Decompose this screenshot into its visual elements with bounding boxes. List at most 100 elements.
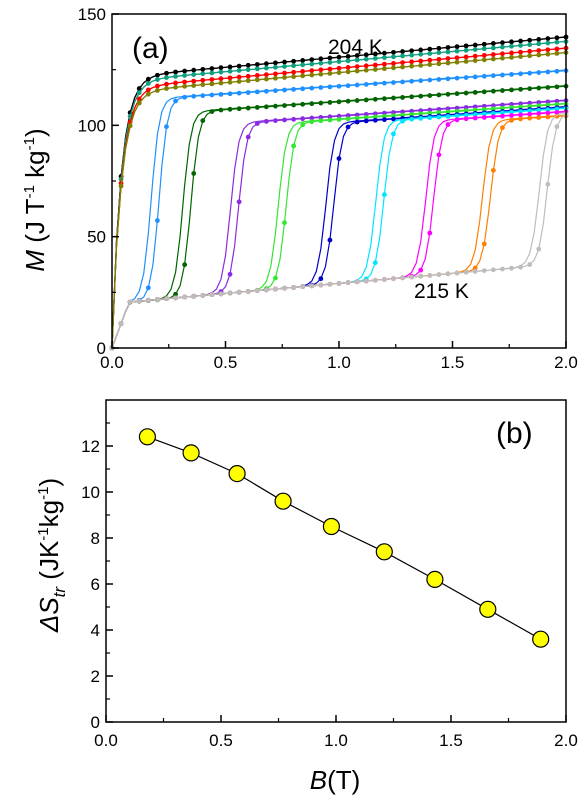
magnetization-curves bbox=[109, 34, 569, 351]
y-axis-subscript: tr bbox=[50, 586, 69, 598]
magnetization-point bbox=[282, 220, 287, 226]
magnetization-point bbox=[173, 291, 178, 297]
magnetization-point bbox=[418, 267, 424, 273]
magnetization-point bbox=[145, 285, 151, 291]
magnetization-curve-5-down bbox=[111, 85, 567, 349]
entropy-point bbox=[138, 428, 156, 446]
x-axis-symbol: B bbox=[310, 765, 327, 795]
entropy-point bbox=[426, 570, 444, 589]
magnetization-curve-5-up bbox=[111, 85, 567, 349]
y-tick-label: 0 bbox=[97, 339, 106, 358]
entropy-point bbox=[182, 444, 200, 462]
magnetization-point bbox=[327, 237, 333, 243]
y-tick-label: 2 bbox=[91, 667, 100, 686]
x-tick-label: 1.5 bbox=[441, 353, 465, 372]
y-axis-prefix: ΔS bbox=[34, 597, 64, 633]
x-tick-label: 1.5 bbox=[439, 731, 463, 750]
magnetization-point bbox=[436, 152, 442, 158]
entropy-point bbox=[532, 630, 550, 648]
magnetization-point bbox=[227, 271, 233, 277]
y-axis-unit-open: (JK bbox=[34, 540, 64, 587]
y-tick-label: 4 bbox=[91, 621, 100, 640]
magnetization-point bbox=[300, 122, 306, 128]
x-tick-label: 2.0 bbox=[554, 731, 578, 750]
x-axis-unit: (T) bbox=[327, 765, 360, 795]
x-tick-label: 0.0 bbox=[100, 353, 124, 372]
x-tick-label: 0.5 bbox=[214, 353, 238, 372]
x-tick-label: 0.5 bbox=[209, 731, 233, 750]
x-tick-label: 0.0 bbox=[94, 731, 118, 750]
magnetization-point bbox=[527, 262, 533, 267]
annotation-215k: 215 K bbox=[414, 280, 469, 303]
magnetization-point bbox=[427, 230, 433, 236]
magnetization-point bbox=[536, 246, 542, 252]
magnetization-point bbox=[245, 134, 251, 140]
magnetization-point bbox=[182, 94, 188, 100]
entropy-point bbox=[375, 543, 393, 561]
magnetization-point bbox=[372, 260, 378, 266]
panel-a-y-axis-title: M (J T-1 kg-1) bbox=[20, 128, 50, 271]
y-axis-exp1: -1 bbox=[21, 185, 38, 198]
magnetization-point bbox=[500, 125, 505, 131]
magnetization-point bbox=[155, 218, 160, 223]
y-axis-exp2: -1 bbox=[35, 487, 52, 500]
entropy-point bbox=[228, 465, 246, 483]
magnetization-point bbox=[200, 118, 206, 124]
magnetization-curve-3-down bbox=[111, 52, 567, 349]
magnetization-point bbox=[391, 131, 396, 137]
x-tick-label: 1.0 bbox=[324, 731, 348, 750]
magnetization-curve-0-down bbox=[111, 36, 567, 349]
y-tick-label: 150 bbox=[78, 5, 106, 24]
y-tick-label: 50 bbox=[87, 228, 106, 247]
y-axis-unit-close: ) bbox=[34, 478, 64, 487]
magnetization-point bbox=[309, 119, 315, 125]
magnetization-point bbox=[445, 122, 451, 127]
magnetization-point bbox=[254, 121, 260, 126]
panel-b-x-axis-title: B(T) bbox=[310, 765, 361, 795]
y-tick-label: 10 bbox=[81, 483, 100, 502]
annotation-204k: 204 K bbox=[328, 36, 383, 59]
magnetization-curve-12-down bbox=[111, 112, 567, 349]
magnetization-point bbox=[273, 275, 278, 281]
magnetization-point bbox=[236, 199, 242, 205]
y-tick-label: 6 bbox=[91, 575, 100, 594]
panel-b-label: (b) bbox=[496, 417, 533, 450]
magnetization-curve-6-up bbox=[111, 100, 567, 349]
panel-a-ticks: 0.0 0.5 1.0 1.5 2.0 0 50 100 150 bbox=[78, 5, 578, 372]
y-axis-exp2: -1 bbox=[21, 137, 38, 150]
magnetization-point bbox=[554, 124, 560, 129]
magnetization-curve-6-down bbox=[111, 99, 567, 349]
y-tick-label: 100 bbox=[78, 116, 106, 135]
magnetization-point bbox=[182, 262, 188, 268]
magnetization-point bbox=[191, 171, 197, 176]
magnetization-point bbox=[164, 124, 169, 130]
y-tick-label: 12 bbox=[81, 437, 100, 456]
magnetization-point bbox=[382, 192, 387, 198]
magnetization-point bbox=[472, 265, 478, 271]
y-axis-symbol: M bbox=[20, 250, 50, 272]
magnetization-curve-2-down bbox=[111, 47, 567, 349]
x-tick-label: 2.0 bbox=[554, 353, 578, 372]
y-tick-label: 0 bbox=[91, 713, 100, 732]
magnetization-point bbox=[345, 124, 351, 130]
magnetization-curve-1-down bbox=[111, 40, 567, 349]
y-axis-unit-open: (J T bbox=[20, 198, 50, 250]
y-axis-unit-mid: kg bbox=[34, 500, 64, 527]
magnetization-point bbox=[490, 167, 496, 173]
magnetization-curve-0-up bbox=[111, 36, 567, 349]
entropy-series bbox=[138, 428, 550, 648]
y-axis-unit-close: ) bbox=[20, 128, 50, 137]
magnetization-point bbox=[318, 276, 324, 282]
entropy-point bbox=[322, 517, 340, 536]
magnetization-point bbox=[291, 143, 296, 149]
magnetization-point bbox=[545, 181, 551, 187]
magnetization-curve-4-down bbox=[111, 69, 567, 349]
magnetization-point bbox=[481, 241, 487, 247]
x-tick-label: 1.0 bbox=[327, 353, 351, 372]
entropy-point bbox=[479, 600, 497, 618]
panel-b-ticks: 0.0 0.5 1.0 1.5 2.0 0 2 4 6 8 10 12 bbox=[81, 422, 578, 750]
magnetization-point bbox=[173, 98, 178, 104]
magnetization-point bbox=[336, 156, 342, 161]
